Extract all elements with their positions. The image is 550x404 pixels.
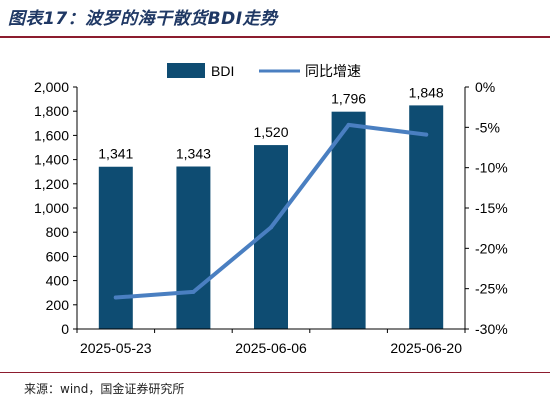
bar-bdi: [331, 111, 366, 330]
y-left-tick-label: 400: [46, 273, 70, 289]
title-divider: [0, 36, 550, 38]
bdi-combo-chart: BDI 同比增速 0 200 400 600 800 1,000 1,200 1,400 1,600…: [34, 63, 508, 356]
y-left-tick-label: 600: [46, 248, 70, 264]
bar-data-label: 1,848: [409, 84, 444, 100]
y-left-tick-label: 800: [46, 224, 70, 240]
y-right-tick-label: -20%: [475, 240, 508, 256]
legend-bdi-swatch: [167, 63, 205, 78]
y-right-tick-label: -10%: [475, 160, 508, 176]
y-left-tick-label: 1,200: [34, 176, 69, 192]
footer-divider: [0, 372, 550, 373]
line-yoy-point: [346, 122, 351, 127]
source-note: 来源：wind，国金证券研究所: [24, 382, 185, 396]
line-yoy-point: [269, 225, 273, 230]
line-yoy-point: [113, 295, 118, 300]
legend-bdi-label: BDI: [211, 63, 234, 79]
x-tick-label: 2025-06-06: [235, 340, 307, 356]
y-left-tick-label: 1,000: [34, 200, 69, 216]
y-right-tick-label: -30%: [475, 321, 508, 337]
y-right-tick-label: 0%: [475, 79, 495, 95]
bar-data-label: 1,343: [176, 145, 211, 161]
line-yoy-point: [424, 132, 429, 137]
y-left-tick-label: 1,400: [34, 152, 69, 168]
bar-bdi: [409, 105, 444, 329]
x-tick-label: 2025-06-20: [390, 340, 462, 356]
y-left-tick-label: 1,600: [34, 127, 69, 143]
bar-bdi: [98, 166, 133, 329]
y-left-tick-label: 1,800: [34, 103, 69, 119]
y-right-tick-label: -15%: [475, 200, 508, 216]
y-left-tick-label: 200: [46, 297, 70, 313]
y-left-tick-label: 0: [61, 321, 69, 337]
bar-bdi: [176, 166, 211, 329]
y-right-tick-label: -5%: [475, 119, 500, 135]
y-left-tick-label: 2,000: [34, 79, 69, 95]
y-right-tick-label: -25%: [475, 281, 508, 297]
line-yoy-point: [191, 289, 196, 294]
chart-title: 图表17：波罗的海干散货BDI走势: [8, 9, 278, 29]
bar-data-label: 1,796: [331, 91, 366, 107]
bar-data-label: 1,341: [98, 146, 133, 162]
legend-yoy-label: 同比增速: [305, 63, 361, 79]
x-tick-label: 2025-05-23: [80, 340, 152, 356]
bar-data-label: 1,520: [253, 124, 288, 140]
